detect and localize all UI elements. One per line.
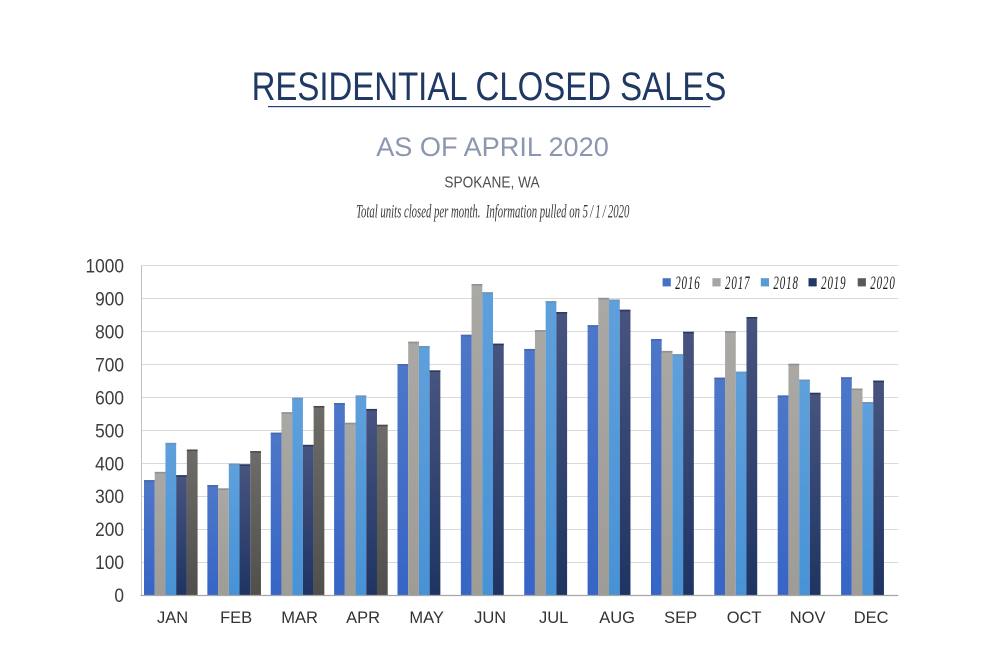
svg-text:OCT: OCT: [727, 608, 762, 627]
svg-text:800: 800: [95, 322, 124, 343]
svg-text:JUL: JUL: [539, 608, 568, 627]
svg-text:700: 700: [95, 355, 124, 376]
svg-text:MAY: MAY: [409, 608, 443, 627]
svg-text:SEP: SEP: [664, 608, 697, 627]
svg-text:500: 500: [95, 421, 124, 442]
svg-text:900: 900: [95, 289, 124, 310]
svg-text:AUG: AUG: [599, 608, 635, 627]
svg-text:SPOKANE, WA: SPOKANE, WA: [444, 175, 539, 192]
svg-text:JAN: JAN: [157, 608, 188, 627]
svg-text:2019: 2019: [821, 273, 846, 294]
svg-text:FEB: FEB: [220, 608, 252, 627]
svg-text:200: 200: [95, 519, 124, 540]
svg-text:2017: 2017: [725, 273, 750, 294]
svg-text:NOV: NOV: [790, 608, 827, 627]
svg-text:2018: 2018: [773, 273, 798, 294]
svg-text:1000: 1000: [86, 256, 124, 277]
svg-text:DEC: DEC: [854, 608, 889, 627]
svg-text:400: 400: [95, 454, 124, 475]
svg-text:AS OF APRIL 2020: AS OF APRIL 2020: [376, 132, 609, 162]
svg-text:300: 300: [95, 486, 124, 507]
svg-text:MAR: MAR: [281, 608, 318, 627]
svg-text:100: 100: [95, 552, 124, 573]
svg-text:Total units closed per month.: Total units closed per month. Informatio…: [356, 203, 630, 223]
svg-text:0: 0: [114, 585, 124, 606]
svg-text:600: 600: [95, 388, 124, 409]
svg-text:2020: 2020: [870, 273, 895, 294]
svg-text:2016: 2016: [675, 273, 700, 294]
svg-text:APR: APR: [346, 608, 380, 627]
svg-text:JUN: JUN: [474, 608, 506, 627]
svg-text:RESIDENTIAL CLOSED SALES: RESIDENTIAL CLOSED SALES: [252, 64, 727, 109]
